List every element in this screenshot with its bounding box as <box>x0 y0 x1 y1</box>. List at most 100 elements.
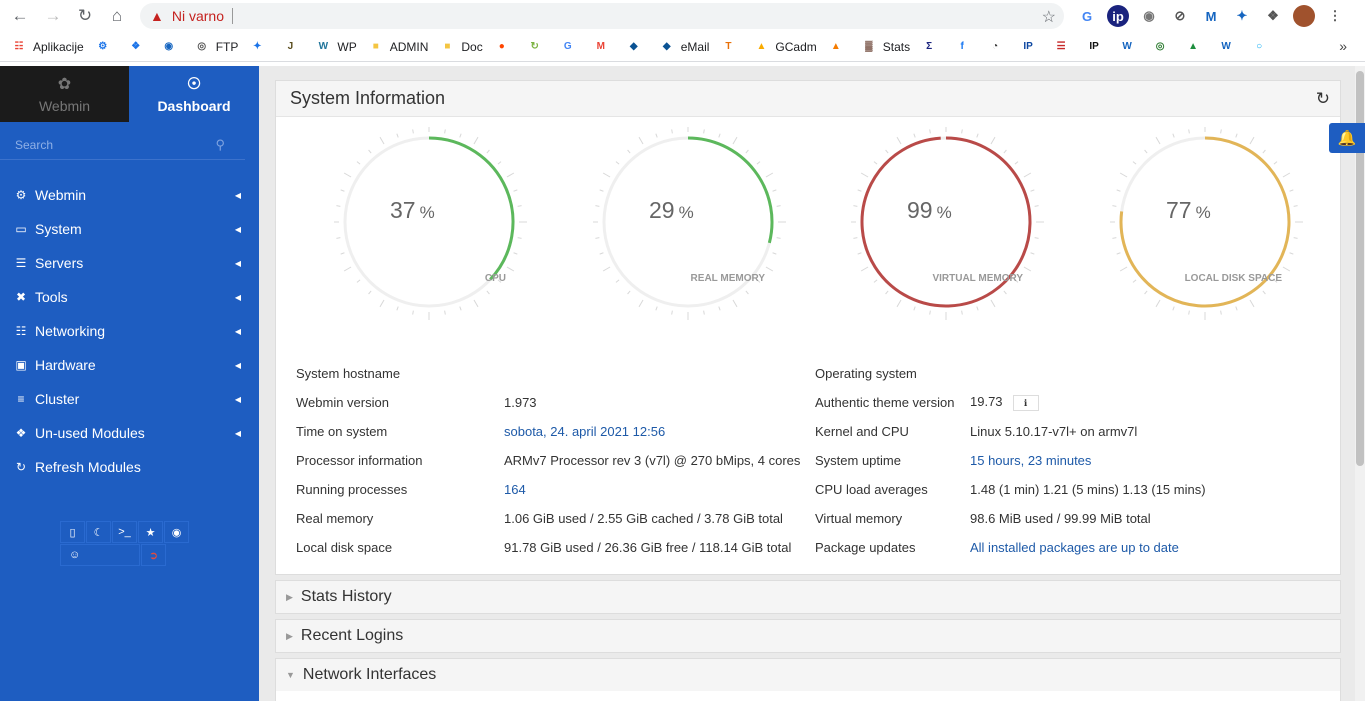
gauge-tick <box>627 149 631 154</box>
menu-kebab-icon[interactable]: ⋮ <box>1328 8 1342 23</box>
network-interfaces-panel[interactable]: ▼ Network Interfaces <box>275 658 1341 701</box>
info-value[interactable]: All installed packages are up to date <box>970 540 1330 555</box>
info-value-text[interactable]: 15 hours, 23 minutes <box>970 453 1092 468</box>
bookmark-item[interactable]: Σ <box>922 40 943 54</box>
favorites-star-icon[interactable]: ★ <box>138 521 163 543</box>
info-value[interactable]: 164 <box>504 482 815 497</box>
bookmark-item[interactable]: ■ ADMIN <box>369 40 429 54</box>
bookmark-item[interactable]: ◆ eMail <box>660 40 710 54</box>
stats-history-header[interactable]: ▶ Stats History <box>276 581 1340 613</box>
bookmark-item[interactable]: ▲ <box>829 40 850 54</box>
stats-history-panel[interactable]: ▶ Stats History <box>275 580 1341 614</box>
bookmark-item[interactable]: ☰ <box>1054 40 1075 54</box>
info-value[interactable]: 15 hours, 23 minutes <box>970 453 1330 468</box>
toggle-frame-icon[interactable]: ▯ <box>60 521 85 543</box>
bird-icon: ◆ <box>629 41 638 52</box>
bookmark-item[interactable]: ■ Doc <box>440 40 482 54</box>
bookmark-item[interactable]: W <box>1219 40 1240 54</box>
broom-extension-icon[interactable]: ✦ <box>1236 8 1248 23</box>
sidebar-item-refresh-modules[interactable]: ↻ Refresh Modules <box>0 450 259 484</box>
bookmark-item[interactable]: f <box>955 40 976 54</box>
bookmark-item[interactable]: ✦ <box>250 40 271 54</box>
bookmark-item[interactable]: W <box>1120 40 1141 54</box>
notifications-bell-icon[interactable]: 🔔 <box>1329 123 1365 153</box>
bookmark-item[interactable]: ▲ GCadm <box>754 40 816 54</box>
bookmark-item[interactable]: ◆ <box>627 40 648 54</box>
info-value-text: 1.48 (1 min) 1.21 (5 mins) 1.13 (15 mins… <box>970 482 1206 497</box>
bookmark-item[interactable]: ▲ <box>1186 40 1207 54</box>
user-settings-icon[interactable]: ☺ <box>60 544 140 566</box>
bookmark-item[interactable]: G <box>561 40 582 54</box>
gauge-tick <box>486 290 490 295</box>
bookmark-item[interactable]: IP <box>1021 40 1042 54</box>
tab-dashboard[interactable]: ☉ Dashboard <box>129 66 259 122</box>
recent-logins-title: Recent Logins <box>300 627 404 644</box>
info-value-text[interactable]: 164 <box>504 482 526 497</box>
sidebar-tabs: ✿ Webmin ☉ Dashboard <box>0 66 259 122</box>
forward-arrow-icon[interactable]: → <box>44 6 62 25</box>
tab-webmin[interactable]: ✿ Webmin <box>0 66 129 122</box>
bookmark-item[interactable]: J <box>283 40 304 54</box>
bookmarks-overflow-icon[interactable]: » <box>1339 38 1347 54</box>
bookmark-item[interactable]: ◉ <box>162 40 183 54</box>
chevron-left-icon: ◀ <box>234 258 241 268</box>
bookmark-item[interactable]: ⚙ <box>96 40 117 54</box>
info-icon[interactable]: ℹ <box>1012 394 1039 411</box>
network-interfaces-header[interactable]: ▼ Network Interfaces <box>276 659 1340 691</box>
bookmark-item[interactable]: ◔ <box>988 40 1009 54</box>
sidebar-item-webmin[interactable]: ⚙ Webmin ◀ <box>0 178 259 212</box>
info-value: 19.73 ℹ <box>970 394 1330 411</box>
address-bar[interactable]: ▲ Ni varno ☆ <box>140 3 1064 29</box>
recent-logins-panel[interactable]: ▶ Recent Logins <box>275 619 1341 653</box>
ip-extension-icon[interactable]: ip <box>1107 5 1129 27</box>
home-icon[interactable]: ⌂ <box>111 6 123 25</box>
bookmark-item[interactable]: ◎ FTP <box>195 40 238 54</box>
search-input[interactable]: Search ⚲ <box>0 130 245 160</box>
globe-extension-icon[interactable]: ◉ <box>1143 8 1155 23</box>
gauge-tick <box>756 161 761 165</box>
bookmark-item[interactable]: ● <box>495 40 516 54</box>
bookmark-item[interactable]: IP <box>1087 40 1108 54</box>
back-arrow-icon[interactable]: ← <box>11 6 29 25</box>
bookmark-item[interactable]: T <box>721 40 742 54</box>
reload-icon[interactable]: ↻ <box>77 6 93 25</box>
profile-avatar[interactable] <box>1293 5 1315 27</box>
logout-icon[interactable]: ➲ <box>141 544 166 566</box>
terminal-icon[interactable]: >_ <box>112 521 137 543</box>
sidebar-item-un-used-modules[interactable]: ❖ Un-used Modules ◀ <box>0 416 259 450</box>
scrollbar-thumb[interactable] <box>1356 71 1364 466</box>
info-value[interactable]: sobota, 24. april 2021 12:56 <box>504 424 815 439</box>
bookmark-star-icon[interactable]: ☆ <box>1041 9 1056 26</box>
sidebar-item-networking[interactable]: ☷ Networking ◀ <box>0 314 259 348</box>
sidebar-item-cluster[interactable]: ≡ Cluster ◀ <box>0 382 259 416</box>
block-extension-icon[interactable]: ⊘ <box>1174 8 1186 23</box>
bookmark-item[interactable]: W WP <box>316 40 357 54</box>
sidebar-item-tools[interactable]: ✖ Tools ◀ <box>0 280 259 314</box>
scrollbar[interactable] <box>1355 66 1365 701</box>
palette-icon[interactable]: ◉ <box>164 521 189 543</box>
night-mode-icon[interactable]: ☾ <box>86 521 111 543</box>
sidebar-item-servers[interactable]: ☰ Servers ◀ <box>0 246 259 280</box>
sidebar-item-hardware[interactable]: ▣ Hardware ◀ <box>0 348 259 382</box>
laptop-icon: ▭ <box>15 222 27 236</box>
refresh-icon[interactable]: ↻ <box>1315 89 1330 108</box>
puzzle-extension-icon[interactable]: ❖ <box>1267 8 1279 23</box>
bookmark-item[interactable]: ◎ <box>1153 40 1174 54</box>
m-extension-icon[interactable]: M <box>1205 8 1217 24</box>
bookmark-item[interactable]: ❖ <box>129 40 150 54</box>
search-icon[interactable]: ⚲ <box>215 137 225 152</box>
sidebar-item-system[interactable]: ▭ System ◀ <box>0 212 259 246</box>
bookmark-item[interactable]: ○ <box>1252 40 1273 54</box>
gauge-tick <box>336 205 341 207</box>
bookmark-item[interactable]: ↻ <box>528 40 549 54</box>
recent-logins-header[interactable]: ▶ Recent Logins <box>276 620 1340 652</box>
info-value-text[interactable]: All installed packages are up to date <box>970 540 1179 555</box>
bookmark-item[interactable]: ☷ Aplikacije <box>12 40 84 54</box>
bookmark-item[interactable]: ▓ Stats <box>862 40 910 54</box>
bookmark-item[interactable]: M <box>594 40 615 54</box>
gauge-tick <box>961 310 963 315</box>
translate-extension-icon[interactable]: G <box>1081 8 1093 24</box>
gauge-real-memory: 29% REAL MEMORY <box>593 127 803 337</box>
gauge-tick <box>1172 306 1175 311</box>
info-value-text[interactable]: sobota, 24. april 2021 12:56 <box>504 424 666 439</box>
